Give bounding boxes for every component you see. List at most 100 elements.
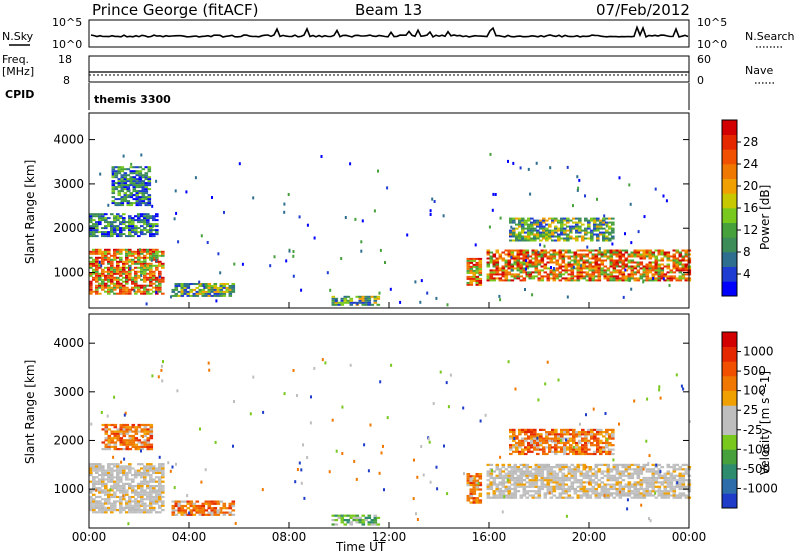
- echo-cell: [581, 446, 585, 449]
- echo-cell: [618, 481, 623, 484]
- echo-cell: [612, 269, 617, 272]
- echo-cell: [158, 463, 162, 466]
- echo-cell: [543, 249, 548, 252]
- echo-cell: [122, 448, 127, 451]
- echo-cell: [542, 225, 546, 228]
- echo-cell: [528, 470, 533, 473]
- noise-left-tick-high: 10^5: [52, 16, 82, 29]
- echo-cell: [591, 275, 596, 278]
- echo-cell: [98, 502, 102, 505]
- echo-cell: [593, 444, 597, 447]
- echo-cell: [599, 433, 603, 436]
- echo-cell: [531, 476, 536, 480]
- echo-cell: [596, 448, 600, 451]
- echo-cell: [552, 494, 557, 497]
- echo-cell: [642, 494, 647, 497]
- echo-cell: [92, 480, 96, 483]
- echo-cell: [591, 277, 596, 280]
- echo-cell: [552, 472, 557, 475]
- echo-cell: [609, 277, 614, 280]
- echo-cell: [509, 233, 513, 236]
- echo-cell: [122, 439, 127, 442]
- colorbar-tick-label: 1000: [743, 345, 774, 359]
- echo-cell: [572, 435, 576, 438]
- echo-cell: [180, 513, 185, 516]
- echo-cell: [606, 479, 611, 482]
- echo-cell: [599, 431, 603, 434]
- echo-cell: [104, 493, 108, 496]
- echo-cell: [618, 261, 623, 264]
- echo-cell: [660, 492, 665, 495]
- echo-cell: [147, 182, 152, 185]
- echo-cell: [222, 511, 227, 514]
- echo-cell: [140, 284, 144, 287]
- echo-cell: [660, 481, 665, 484]
- echo-cell: [210, 285, 215, 287]
- echo-cell: [539, 428, 543, 431]
- echo-cell: [672, 463, 677, 466]
- echo-cell: [146, 231, 150, 234]
- echo-cell: [134, 439, 139, 442]
- echo-cell: [477, 482, 480, 486]
- echo-cell: [116, 219, 120, 222]
- echo-cell: [119, 441, 124, 444]
- echo-cell: [654, 271, 659, 274]
- echo-cell: [198, 288, 203, 291]
- echo-cell: [548, 491, 551, 495]
- echo-cell: [147, 166, 152, 169]
- echo-cell: [563, 229, 567, 232]
- echo-cell: [158, 455, 161, 459]
- echo-cell: [119, 487, 123, 490]
- echo-cell: [155, 278, 159, 281]
- echo-cell: [560, 448, 564, 451]
- echo-cell: [555, 466, 560, 469]
- echo-cell: [621, 479, 626, 482]
- echo-cell: [183, 504, 188, 508]
- echo-cell: [557, 435, 561, 438]
- echo-cell: [518, 446, 522, 449]
- echo-cell: [549, 485, 554, 488]
- echo-cell: [591, 253, 596, 256]
- echo-cell: [645, 476, 650, 480]
- echo-cell: [340, 257, 343, 260]
- echo-cell: [660, 249, 665, 252]
- echo-cell: [334, 297, 339, 300]
- echo-cell: [552, 255, 557, 258]
- echo-cell: [141, 502, 144, 506]
- echo-cell: [581, 433, 585, 436]
- echo-cell: [132, 202, 137, 205]
- echo-cell: [648, 470, 653, 473]
- echo-cell: [123, 174, 128, 177]
- echo-cell: [507, 476, 512, 480]
- echo-cell: [113, 445, 118, 448]
- echo-cell: [585, 481, 590, 484]
- echo-cell: [678, 474, 683, 477]
- echo-cell: [356, 302, 359, 306]
- echo-cell: [630, 251, 635, 254]
- echo-cell: [597, 483, 602, 486]
- echo-cell: [536, 444, 540, 447]
- echo-cell: [337, 514, 342, 517]
- echo-cell: [633, 253, 638, 256]
- echo-cell: [603, 474, 608, 477]
- echo-cell: [128, 219, 132, 222]
- echo-cell: [95, 506, 99, 509]
- echo-cell: [152, 485, 156, 488]
- echo-cell: [678, 267, 683, 270]
- echo-cell: [504, 496, 509, 499]
- echo-cell: [210, 286, 215, 289]
- echo-cell: [140, 463, 144, 466]
- echo-cell: [137, 256, 141, 259]
- echo-cell: [134, 428, 139, 431]
- echo-cell: [104, 489, 108, 492]
- echo-cell: [552, 267, 555, 270]
- echo-cell: [645, 249, 650, 252]
- echo-cell: [116, 282, 120, 285]
- echo-cell: [608, 435, 612, 438]
- echo-cell: [518, 428, 522, 431]
- echo-cell: [171, 294, 176, 297]
- echo-cell: [107, 441, 112, 444]
- echo-cell: [309, 421, 312, 425]
- echo-cell: [549, 472, 554, 475]
